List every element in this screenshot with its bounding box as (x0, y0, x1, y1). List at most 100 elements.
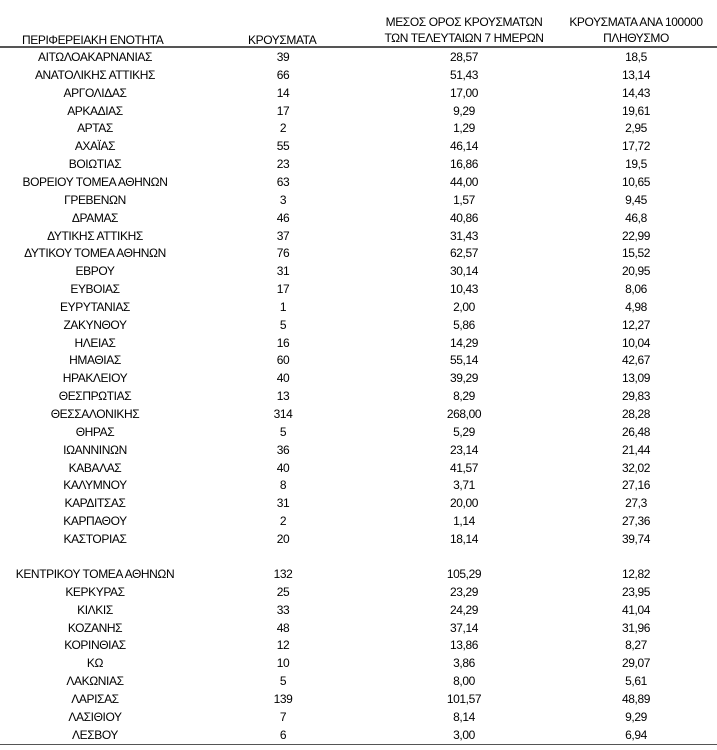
cases-value: 40 (276, 460, 290, 475)
avg-7days-value: 23,14 (449, 442, 479, 457)
per-100k-value: 32,02 (621, 460, 651, 475)
table-row: ΑΡΤΑΣ 2 1,29 2,95 (0, 119, 717, 137)
table-row: ΚΑΛΥΜΝΟΥ 8 3,71 27,16 (0, 476, 717, 494)
per-100k-value: 27,36 (621, 514, 651, 529)
cases-value: 66 (276, 67, 290, 82)
header-region: ΠΕΡΙΦΕΡΕΙΑΚΗ ΕΝΟΤΗΤΑ (22, 33, 164, 47)
cases-value: 16 (276, 335, 290, 350)
region-name: ΔΥΤΙΚΟΥ ΤΟΜΕΑ ΑΘΗΝΩΝ (24, 246, 166, 261)
cases-value: 2 (279, 514, 287, 529)
avg-7days-value: 8,00 (453, 674, 475, 689)
per-100k-value: 4,98 (625, 299, 647, 314)
cases-value: 46 (276, 210, 290, 225)
cases-value: 17 (276, 282, 290, 297)
cases-value: 17 (276, 103, 290, 118)
per-100k-value: 28,28 (621, 407, 651, 421)
cases-value: 33 (276, 602, 290, 617)
region-name: ΒΟΡΕΙΟΥ ΤΟΜΕΑ ΑΘΗΝΩΝ (22, 174, 168, 189)
header-avg-line1: ΜΕΣΟΣ ΟΡΟΣ ΚΡΟΥΣΜΑΤΩΝ (385, 15, 543, 29)
cases-value: 132 (273, 567, 293, 581)
region-name: ΑΡΚΑΔΙΑΣ (67, 103, 123, 118)
region-name: ΛΑΣΙΘΙΟΥ (68, 709, 122, 724)
per-100k-value: 8,27 (625, 638, 647, 653)
avg-7days-value: 40,86 (449, 210, 479, 225)
avg-7days-value: 62,57 (449, 246, 479, 261)
cases-value: 76 (276, 246, 290, 261)
per-100k-value: 41,04 (621, 602, 651, 617)
region-name: ΚΙΛΚΙΣ (77, 602, 113, 617)
region-name: ΛΑΚΩΝΙΑΣ (66, 674, 124, 689)
region-name: ΚΕΝΤΡΙΚΟΥ ΤΟΜΕΑ ΑΘΗΝΩΝ (15, 567, 175, 581)
table-row: ΚΩ 10 3,86 29,07 (0, 654, 717, 672)
per-100k-value: 18,5 (625, 50, 647, 64)
cases-value: 36 (276, 442, 290, 457)
region-name: ΑΝΑΤΟΛΙΚΗΣ ΑΤΤΙΚΗΣ (34, 67, 156, 82)
table-row: ΚΑΡΠΑΘΟΥ 2 1,14 27,36 (0, 512, 717, 530)
table-row: ΘΕΣΠΡΩΤΙΑΣ 13 8,29 29,83 (0, 387, 717, 405)
avg-7days-value: 268,00 (446, 407, 482, 421)
cases-value: 6 (279, 727, 287, 742)
avg-7days-value: 37,14 (449, 620, 479, 635)
avg-7days-value: 1,29 (453, 121, 475, 136)
avg-7days-value: 13,86 (449, 638, 479, 653)
table-row: ΒΟΡΕΙΟΥ ΤΟΜΕΑ ΑΘΗΝΩΝ 63 44,00 10,65 (0, 173, 717, 191)
cases-value: 8 (279, 478, 287, 493)
region-name: ΗΜΑΘΙΑΣ (69, 353, 121, 368)
region-name: ΛΕΣΒΟΥ (72, 727, 118, 742)
table-row: ΛΑΣΙΘΙΟΥ 7 8,14 9,29 (0, 708, 717, 726)
cases-value: 7 (279, 709, 287, 724)
per-100k-value: 10,04 (621, 335, 651, 350)
avg-7days-value: 41,57 (449, 460, 479, 475)
region-name: ΑΡΤΑΣ (77, 121, 113, 136)
table-row: ΖΑΚΥΝΘΟΥ 5 5,86 12,27 (0, 316, 717, 334)
region-name: ΚΟΖΑΝΗΣ (67, 620, 123, 635)
avg-7days-value: 3,86 (453, 656, 475, 671)
avg-7days-value: 1,57 (453, 192, 475, 207)
region-name: ΕΥΡΥΤΑΝΙΑΣ (60, 299, 130, 314)
per-100k-value: 5,61 (625, 674, 647, 689)
per-100k-value: 21,44 (621, 442, 651, 457)
region-name: ΚΑΡΔΙΤΣΑΣ (64, 496, 126, 511)
region-name: ΚΟΡΙΝΘΙΑΣ (64, 638, 126, 653)
cases-value: 3 (279, 192, 287, 207)
avg-7days-value: 1,14 (453, 514, 475, 529)
per-100k-value: 27,3 (625, 496, 647, 511)
avg-7days-value: 17,00 (449, 85, 479, 100)
table-row: ΙΩΑΝΝΙΝΩΝ 36 23,14 21,44 (0, 441, 717, 459)
region-name: ΑΙΤΩΛΟΑΚΑΡΝΑΝΙΑΣ (37, 50, 153, 64)
avg-7days-value: 44,00 (449, 174, 479, 189)
region-name: ΗΛΕΙΑΣ (74, 335, 116, 350)
table-row: ΗΜΑΘΙΑΣ 60 55,14 42,67 (0, 351, 717, 369)
per-100k-value: 2,95 (625, 121, 647, 136)
avg-7days-value: 28,57 (449, 50, 479, 64)
header-per-100k: ΚΡΟΥΣΜΑΤΑ ΑΝΑ 100000 ΠΛΗΘΥΣΜΟ (556, 14, 716, 46)
table-row: ΚΙΛΚΙΣ 33 24,29 41,04 (0, 601, 717, 619)
cases-value: 13 (276, 389, 290, 404)
region-name: ΘΕΣΣΑΛΟΝΙΚΗΣ (50, 407, 140, 421)
avg-7days-value: 46,14 (449, 139, 479, 154)
cases-value: 139 (273, 691, 293, 706)
per-100k-value: 9,45 (625, 192, 647, 207)
table-row: ΔΥΤΙΚΗΣ ΑΤΤΙΚΗΣ 37 31,43 22,99 (0, 227, 717, 245)
table-row: ΚΑΒΑΛΑΣ 40 41,57 32,02 (0, 459, 717, 477)
avg-7days-value: 5,86 (453, 317, 475, 332)
cases-value: 12 (276, 638, 290, 653)
per-100k-value: 6,94 (625, 727, 647, 742)
table-row: ΚΕΝΤΡΙΚΟΥ ΤΟΜΕΑ ΑΘΗΝΩΝ 132 105,29 12,82 (0, 565, 717, 583)
table-row: ΘΕΣΣΑΛΟΝΙΚΗΣ 314 268,00 28,28 (0, 405, 717, 423)
region-name: ΘΗΡΑΣ (75, 424, 115, 439)
region-name: ΓΡΕΒΕΝΩΝ (64, 192, 126, 207)
avg-7days-value: 3,71 (453, 478, 475, 493)
region-name: ΔΡΑΜΑΣ (71, 210, 119, 225)
table-row: ΚΑΡΔΙΤΣΑΣ 31 20,00 27,3 (0, 494, 717, 512)
per-100k-value: 22,99 (621, 228, 651, 243)
cases-value: 31 (276, 264, 290, 279)
avg-7days-value: 55,14 (449, 353, 479, 368)
avg-7days-value: 8,29 (453, 389, 475, 404)
region-name: ΚΑΡΠΑΘΟΥ (63, 514, 127, 529)
avg-7days-value: 14,29 (449, 335, 479, 350)
avg-7days-value: 18,14 (449, 531, 479, 546)
table-row: ΗΡΑΚΛΕΙΟΥ 40 39,29 13,09 (0, 369, 717, 387)
region-name: ΔΥΤΙΚΗΣ ΑΤΤΙΚΗΣ (47, 228, 143, 243)
region-name: ΚΩ (86, 656, 104, 671)
